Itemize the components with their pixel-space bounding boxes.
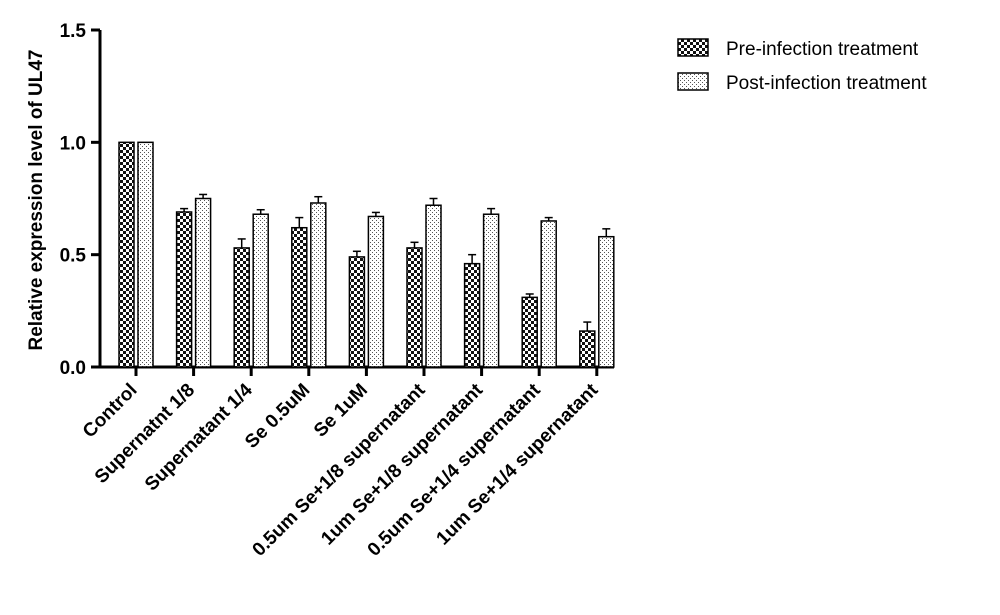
error-bar: [583, 321, 592, 332]
bar-group: [118, 141, 154, 368]
bar-group: [175, 193, 212, 368]
bar-post-infection: [367, 215, 385, 368]
legend: Pre-infection treatment Post-infection t…: [677, 38, 927, 94]
error-bar: [256, 208, 265, 215]
bar-post-infection: [540, 220, 557, 368]
y-tick-label: 0.0: [60, 358, 86, 379]
bar-post-infection: [425, 204, 442, 368]
bar-pre-infection: [406, 247, 423, 368]
bar-post-infection: [137, 141, 154, 368]
error-bar: [602, 228, 611, 237]
bar-pre-infection: [118, 141, 135, 368]
error-bar: [468, 253, 477, 264]
bar-group: [521, 216, 557, 368]
error-bar: [314, 195, 323, 203]
bar-post-infection: [482, 213, 500, 368]
bar-group: [233, 208, 269, 368]
y-tick-label: 0.5: [60, 246, 87, 267]
error-bar: [199, 193, 208, 199]
bar-pre-infection: [291, 226, 308, 368]
legend-label-post: Post-infection treatment: [726, 73, 927, 94]
y-tick-label: 1.0: [60, 133, 86, 154]
bar-group: [579, 228, 615, 368]
bar-post-infection: [194, 197, 212, 368]
bar-group: [463, 207, 500, 368]
error-bar: [544, 216, 553, 221]
error-bar: [525, 293, 534, 298]
bar-post-infection: [598, 235, 615, 368]
error-bar: [410, 241, 419, 248]
y-axis-title: Relative expression level of UL47: [26, 50, 47, 351]
error-bar: [237, 238, 246, 248]
bar-post-infection: [310, 202, 327, 368]
error-bar: [429, 197, 438, 206]
error-bar: [352, 250, 361, 257]
bar-group: [348, 211, 385, 368]
x-category-label: Supernatant 1/4: [141, 379, 257, 495]
bar-pre-infection: [175, 211, 193, 368]
legend-swatch-pre: [677, 38, 709, 57]
error-bar: [487, 207, 496, 215]
legend-swatch-post: [677, 72, 709, 91]
error-bar: [371, 211, 380, 217]
bar-post-infection: [252, 213, 269, 368]
error-bar: [180, 207, 189, 212]
legend-label-pre: Pre-infection treatment: [726, 39, 919, 60]
bar-group: [291, 195, 327, 368]
x-category-label: Supernatnt 1/8: [91, 380, 199, 488]
bar-pre-infection: [233, 247, 250, 368]
y-tick-label: 1.5: [60, 21, 87, 42]
bar-pre-infection: [521, 296, 538, 368]
bar-pre-infection: [579, 330, 596, 368]
error-bar: [295, 216, 304, 228]
bar-pre-infection: [348, 256, 366, 368]
bar-group: [406, 197, 442, 368]
bar-pre-infection: [463, 262, 481, 368]
